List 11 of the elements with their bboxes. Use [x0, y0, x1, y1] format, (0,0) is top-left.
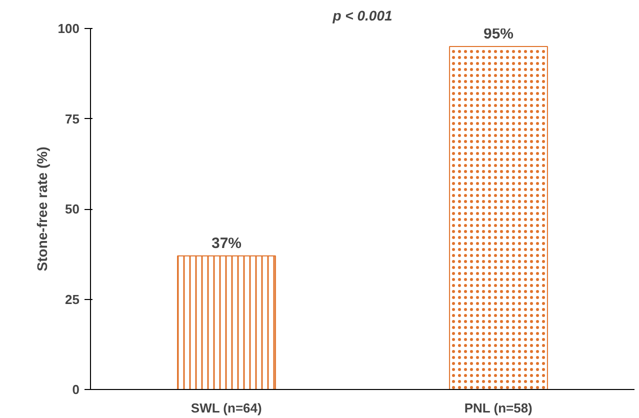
x-tick-label: PNL (n=58)	[464, 400, 532, 416]
y-tick-label: 25	[65, 292, 80, 307]
x-tick-label: SWL (n=64)	[190, 400, 262, 416]
data-label: 37%	[211, 234, 242, 252]
y-tick-label: 50	[65, 202, 80, 216]
y-tick-label: 0	[72, 382, 80, 397]
y-tick-label: 100	[58, 21, 80, 36]
chart-title: p < 0.001	[332, 8, 392, 24]
y-axis-title: Stone-free rate (%)	[34, 146, 50, 272]
data-label: 95%	[483, 26, 514, 43]
y-tick-label: 75	[65, 111, 80, 126]
